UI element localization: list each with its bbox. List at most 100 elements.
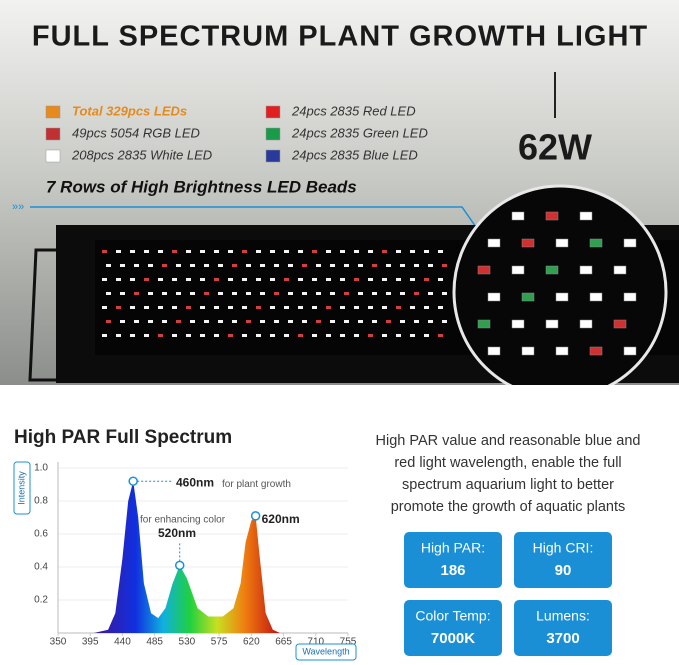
led (438, 250, 443, 253)
led (190, 292, 195, 295)
led (218, 320, 223, 323)
spec-box (514, 600, 612, 656)
led (330, 292, 335, 295)
led (228, 334, 233, 337)
led (414, 264, 419, 267)
y-tick-label: 0.4 (34, 562, 48, 573)
led (158, 278, 163, 281)
led (326, 306, 331, 309)
spec-value: 7000K (431, 630, 475, 647)
led (172, 250, 177, 253)
y-tick-label: 0.8 (34, 496, 48, 507)
led (428, 320, 433, 323)
led (246, 264, 251, 267)
legend-label: 24pcs 2835 Red LED (291, 103, 416, 118)
x-tick-label: 620 (243, 637, 260, 648)
legend-label: 24pcs 2835 Green LED (291, 125, 428, 140)
led (120, 320, 125, 323)
x-tick-label: 350 (50, 637, 67, 648)
led (386, 292, 391, 295)
led (274, 292, 279, 295)
led (158, 334, 163, 337)
led (186, 306, 191, 309)
led (424, 250, 429, 253)
led (246, 292, 251, 295)
spec-value: 186 (440, 562, 465, 579)
led (312, 306, 317, 309)
spec-label: Lumens: (536, 608, 590, 624)
led (242, 250, 247, 253)
led (130, 250, 135, 253)
led (218, 264, 223, 267)
bracket (28, 248, 60, 382)
led (511, 211, 525, 221)
led (344, 320, 349, 323)
legend-swatch (45, 105, 61, 119)
led (340, 278, 345, 281)
legend-swatch (265, 149, 281, 163)
spec-value: 3700 (546, 630, 579, 647)
led (148, 292, 153, 295)
led (545, 319, 559, 329)
led (298, 334, 303, 337)
x-tick-label: 755 (340, 637, 357, 648)
peak-marker (250, 511, 261, 521)
led (623, 292, 637, 302)
led (589, 346, 603, 356)
led (242, 278, 247, 281)
y-tick-label: 0.2 (34, 595, 48, 606)
led (555, 292, 569, 302)
led (162, 320, 167, 323)
led (120, 264, 125, 267)
led (186, 278, 191, 281)
led (354, 278, 359, 281)
led (158, 250, 163, 253)
led (284, 306, 289, 309)
x-tick-label: 485 (146, 637, 163, 648)
led (176, 264, 181, 267)
led (186, 250, 191, 253)
led (176, 320, 181, 323)
led (511, 265, 525, 275)
led (428, 292, 433, 295)
led (120, 292, 125, 295)
led (487, 346, 501, 356)
led (477, 265, 491, 275)
led (382, 306, 387, 309)
led (358, 320, 363, 323)
led (242, 334, 247, 337)
annotation-note: for enhancing color (140, 515, 226, 526)
led (256, 250, 261, 253)
led (274, 264, 279, 267)
led (200, 334, 205, 337)
led (613, 319, 627, 329)
led (270, 334, 275, 337)
led (579, 319, 593, 329)
led (256, 306, 261, 309)
led (284, 250, 289, 253)
led (396, 250, 401, 253)
led (162, 292, 167, 295)
led (270, 278, 275, 281)
led (102, 334, 107, 337)
led (410, 278, 415, 281)
led (442, 264, 447, 267)
led (312, 334, 317, 337)
led (302, 320, 307, 323)
led (511, 319, 525, 329)
led (232, 264, 237, 267)
annotation-label: 460nm (176, 475, 214, 489)
led (354, 334, 359, 337)
led (302, 264, 307, 267)
led (326, 334, 331, 337)
annotation-label: 620nm (262, 512, 300, 526)
led (424, 278, 429, 281)
led (134, 264, 139, 267)
led (589, 292, 603, 302)
led (414, 320, 419, 323)
led (288, 264, 293, 267)
y-tick-label: 0.6 (34, 529, 48, 540)
led (298, 278, 303, 281)
led (330, 320, 335, 323)
led (438, 306, 443, 309)
